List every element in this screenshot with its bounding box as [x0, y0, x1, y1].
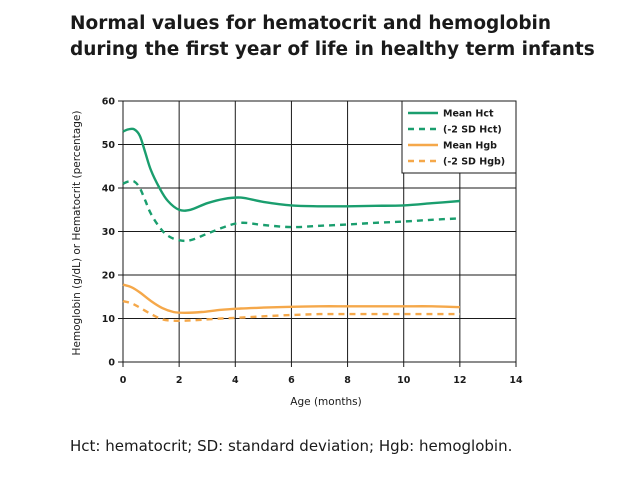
legend-label-mean-hgb: Mean Hgb [443, 141, 497, 152]
x-axis-label: Age (months) [290, 396, 361, 408]
x-tick-label-0: 0 [120, 375, 127, 386]
y-axis-ticks: 0 10 20 30 40 50 60 [102, 97, 123, 369]
footnote: Hct: hematocrit; SD: standard deviation;… [70, 437, 513, 455]
legend-label-mean-hct: Mean Hct [443, 109, 494, 120]
chart-title: Normal values for hematocrit and hemoglo… [70, 11, 610, 63]
x-tick-label-10: 10 [397, 375, 411, 386]
y-tick-label-0: 0 [108, 358, 115, 369]
legend: Mean Hct (-2 SD Hct) Mean Hgb (-2 SD Hgb) [401, 100, 517, 174]
y-tick-label-40: 40 [102, 184, 116, 195]
y-tick-label-20: 20 [102, 271, 116, 282]
series-line-mean-hgb [122, 283, 460, 315]
x-tick-label-6: 6 [288, 375, 295, 386]
x-tick-label-8: 8 [344, 375, 351, 386]
chart-title-line-1: Normal values for hematocrit and hemoglo… [70, 13, 552, 34]
y-tick-label-50: 50 [102, 140, 116, 151]
series-line-mean-hct [122, 127, 461, 212]
x-tick-label-14: 14 [509, 375, 523, 386]
legend-label-2-sd-hgb: (-2 SD Hgb) [443, 157, 505, 168]
x-tick-label-4: 4 [232, 375, 239, 386]
chart-title-line-2: during the first year of life in healthy… [70, 39, 595, 60]
series-line-2-sd-hgb [122, 299, 460, 323]
x-tick-label-12: 12 [453, 375, 466, 386]
x-axis-ticks: 0 2 4 6 8 10 12 14 [120, 362, 523, 386]
y-axis-label: Hemoglobin (g/dL) or Hematocrit (percent… [71, 111, 83, 356]
legend-label-2-sd-hct: (-2 SD Hct) [443, 125, 502, 136]
y-tick-label-60: 60 [102, 97, 116, 108]
x-tick-label-2: 2 [176, 375, 183, 386]
series-line-2-sd-hct [122, 179, 460, 243]
y-tick-label-10: 10 [102, 314, 116, 325]
y-tick-label-30: 30 [102, 227, 116, 238]
series-lines [122, 127, 461, 323]
